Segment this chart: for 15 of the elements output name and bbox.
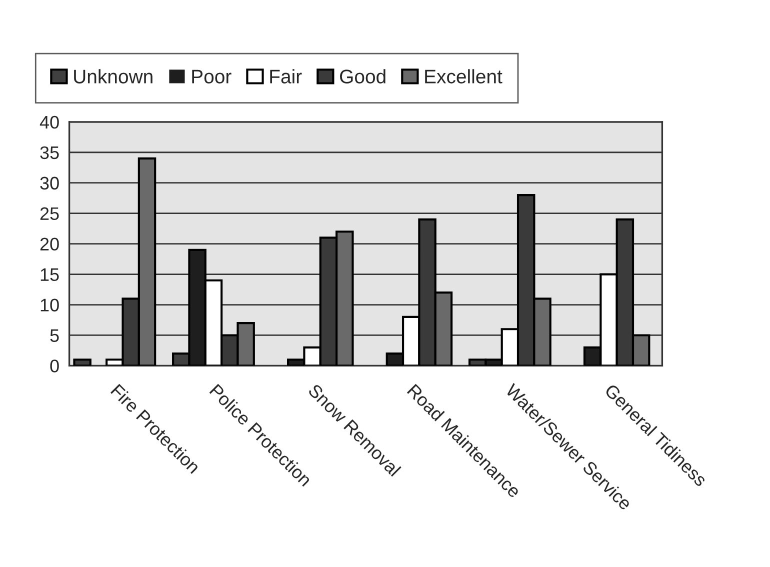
y-tick-label: 15 — [40, 268, 59, 282]
legend-label: Good — [340, 69, 386, 84]
y-tick-label: 40 — [40, 116, 59, 129]
y-tick-label: 5 — [50, 329, 59, 342]
y-tick-label: 25 — [40, 207, 59, 220]
legend-label: Excellent — [425, 69, 502, 84]
legend-label: Unknown — [74, 69, 152, 84]
y-tick-label: 0 — [50, 360, 59, 372]
legend-label: Poor — [192, 70, 232, 84]
y-tick-label: 10 — [40, 298, 59, 312]
y-tick-label: 20 — [40, 238, 59, 251]
y-tick-label: 30 — [40, 176, 59, 190]
legend-label: Fair — [270, 69, 302, 84]
y-tick-label: 35 — [40, 146, 59, 160]
bar — [73, 358, 92, 366]
